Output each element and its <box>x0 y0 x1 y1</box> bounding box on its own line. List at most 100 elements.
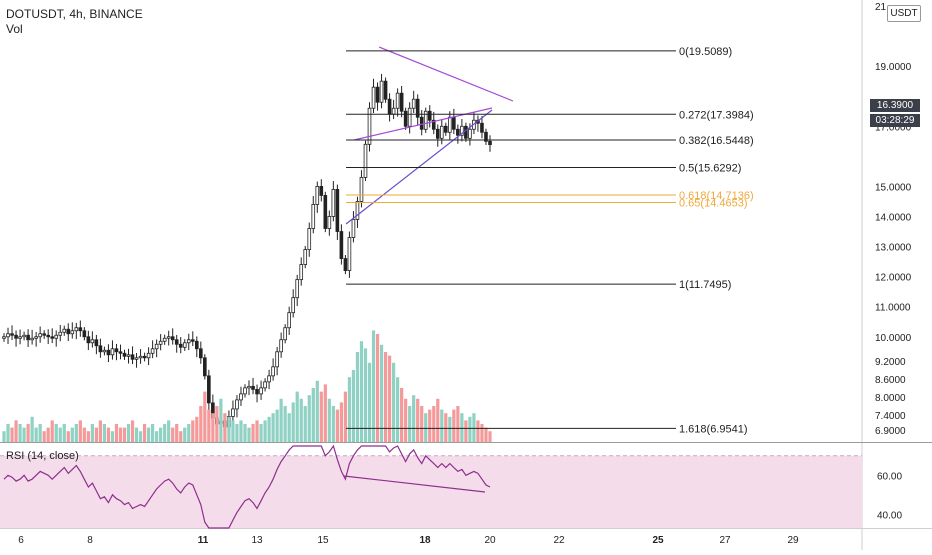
volume-bar <box>432 406 436 442</box>
volume-bar <box>307 395 311 442</box>
candle-body <box>375 86 380 103</box>
volume-bar <box>187 424 191 442</box>
volume-bar <box>122 427 127 442</box>
volume-bar <box>251 424 255 442</box>
candle-body <box>102 349 107 353</box>
candle-body <box>46 334 50 338</box>
price-axis-tick: 21 <box>875 2 887 13</box>
candle-body <box>182 342 187 348</box>
volume-bar <box>472 413 476 442</box>
volume-bar <box>183 427 187 442</box>
price-axis-tick: 11.0000 <box>875 303 911 314</box>
volume-bar <box>363 348 368 442</box>
candle-body <box>94 339 99 347</box>
currency-badge[interactable]: USDT <box>887 5 921 22</box>
fib-level-label: 0.5(15.6292) <box>679 162 741 174</box>
volume-bar <box>424 413 428 442</box>
candle-body <box>319 186 324 196</box>
volume-bar <box>82 427 86 442</box>
volume-bar <box>114 424 119 442</box>
fib-level-label: 0.618(14.7136) <box>679 190 754 202</box>
price-axis-tick: 9.2000 <box>875 357 906 368</box>
time-axis-tick: 27 <box>719 535 731 546</box>
candle-body <box>468 128 472 139</box>
candle-body <box>439 125 444 139</box>
candle-body <box>14 334 18 339</box>
candle-body <box>42 333 46 336</box>
volume-bar <box>155 431 159 442</box>
volume-bar <box>448 416 452 442</box>
candle-body <box>271 366 275 377</box>
volume-bar <box>355 352 360 442</box>
candle-body <box>34 336 38 339</box>
volume-bar <box>86 431 90 442</box>
volume-bar <box>98 420 103 442</box>
volume-bar <box>2 431 6 442</box>
candle-body <box>247 385 251 389</box>
candle-body <box>283 327 287 341</box>
candle-body <box>166 336 171 339</box>
candle-body <box>415 98 420 118</box>
volume-bar <box>10 427 14 442</box>
fib-level-label: 0(19.5089) <box>679 46 732 58</box>
volume-label: Vol <box>6 22 23 36</box>
volume-bar <box>159 427 163 442</box>
candle-body <box>355 201 360 220</box>
candle-body <box>395 92 400 109</box>
candle-body <box>275 351 279 368</box>
candle-body <box>38 333 42 338</box>
volume-bar <box>295 391 299 442</box>
volume-bar <box>444 413 448 442</box>
volume-bar <box>488 431 492 442</box>
volume-bar <box>26 424 30 442</box>
candle-body <box>190 339 195 342</box>
price-axis-panel <box>862 0 932 550</box>
volume-bar <box>303 406 307 442</box>
candle-body <box>299 264 304 281</box>
volume-bar <box>199 406 203 442</box>
candle-body <box>174 339 179 345</box>
candle-body <box>452 116 456 130</box>
volume-bar <box>375 334 380 442</box>
fib-level-label: 1.618(6.9541) <box>679 423 748 435</box>
volume-bar <box>138 431 143 442</box>
fib-level-label: 0.65(14.4653) <box>679 197 748 209</box>
bar-countdown-tag: 03:28:29 <box>870 114 920 127</box>
volume-bar <box>379 344 384 442</box>
volume-bar <box>460 413 464 442</box>
candle-body <box>146 352 151 359</box>
volume-bar <box>275 409 279 442</box>
volume-bar <box>391 362 396 442</box>
time-axis-tick: 13 <box>251 535 263 546</box>
volume-bar <box>412 395 416 442</box>
candle-body <box>58 331 63 336</box>
volume-bar <box>347 377 352 442</box>
volume-bar <box>319 391 323 442</box>
volume-bar <box>118 427 123 442</box>
candle-body <box>10 333 14 336</box>
fib-level-label: 0.272(17.3984) <box>679 109 754 121</box>
volume-bar <box>142 424 147 442</box>
volume-bar <box>484 427 488 442</box>
volume-bar <box>211 413 215 442</box>
volume-bar <box>299 398 303 442</box>
volume-bar <box>371 330 376 442</box>
candle-body <box>142 355 147 359</box>
volume-bar <box>315 380 319 442</box>
candle-body <box>371 86 376 109</box>
volume-bar <box>231 420 235 442</box>
volume-bar <box>359 341 364 442</box>
volume-bar <box>175 424 179 442</box>
volume-bar <box>58 427 62 442</box>
candle-body <box>70 330 75 335</box>
time-axis-tick: 11 <box>198 535 209 546</box>
volume-bar <box>50 420 54 442</box>
volume-bar <box>311 388 315 442</box>
candle-body <box>311 204 316 229</box>
volume-bar <box>428 409 432 442</box>
volume-bar <box>420 406 424 442</box>
candle-body <box>134 357 139 360</box>
price-axis-tick: 17.0000 <box>875 122 912 133</box>
volume-bar <box>267 416 271 442</box>
